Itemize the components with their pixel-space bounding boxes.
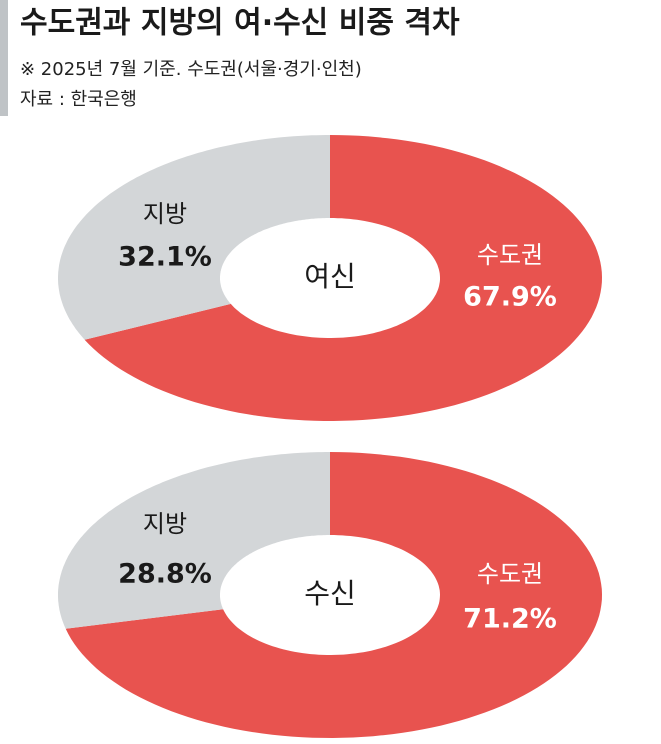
slice-value-label: 28.8%	[118, 559, 212, 590]
slice-category: 지방	[143, 200, 187, 228]
pie-slice	[58, 135, 330, 340]
slice-value-label: 67.9%	[463, 282, 557, 313]
slice-category: 수도권	[477, 241, 543, 269]
slice-category: 수도권	[477, 560, 543, 588]
center-label: 여신	[304, 260, 356, 293]
pie-slice	[58, 452, 330, 629]
source: 자료 : 한국은행	[20, 89, 137, 110]
pie-slice	[84, 135, 603, 421]
center-label: 수신	[304, 577, 356, 610]
note: ※ 2025년 7월 기준. 수도권(서울·경기·인천)	[20, 59, 362, 80]
pie-slice	[65, 452, 602, 738]
slice-category: 지방	[143, 510, 187, 538]
accent-bar	[0, 0, 8, 116]
title: 수도권과 지방의 여·수신 비중 격차	[20, 6, 460, 41]
slice-value-label: 32.1%	[118, 242, 212, 273]
slice-value-label: 71.2%	[463, 604, 557, 635]
